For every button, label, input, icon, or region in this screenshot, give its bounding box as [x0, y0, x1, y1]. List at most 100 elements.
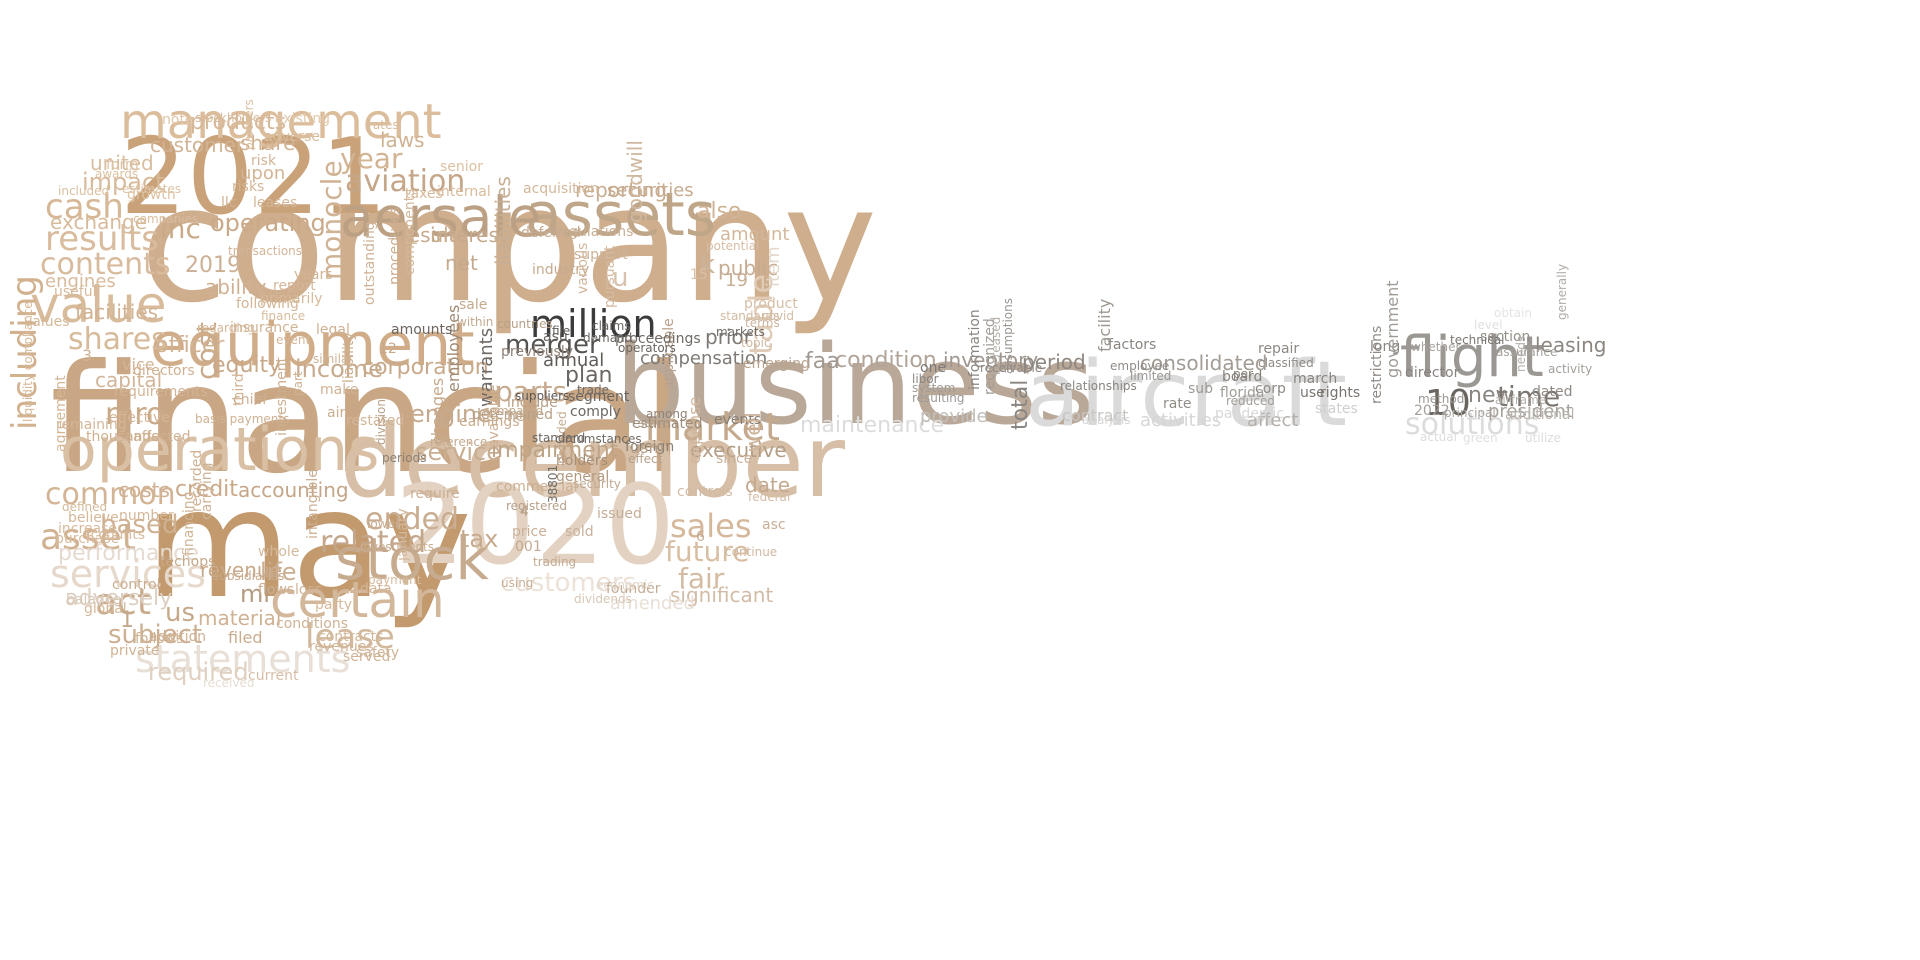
word-method: method	[1418, 392, 1465, 406]
word-operations: operations	[60, 415, 380, 485]
word-aviation: aviation	[345, 164, 466, 199]
word-additional: additional	[1505, 407, 1575, 423]
word-time: time	[1497, 380, 1561, 413]
word-registered: registered	[506, 499, 568, 513]
word-air: air	[327, 405, 346, 421]
word-contracts: contracts	[318, 629, 384, 645]
word-generally: generally	[1555, 263, 1569, 320]
word-corporation: corporation	[362, 355, 489, 380]
word-market: market	[645, 405, 780, 449]
word-factors: factors	[1108, 337, 1157, 353]
word-awards: awards	[95, 167, 139, 181]
word-previously: previously	[501, 344, 574, 360]
word-lower: lower	[367, 517, 400, 531]
word-date: date	[745, 473, 791, 497]
word-finance: finance	[261, 309, 306, 323]
word-controls: controls	[677, 484, 733, 500]
word-existing: existing	[275, 111, 330, 127]
word-subsidiaries: subsidiaries	[213, 569, 285, 583]
word-basis-payments: basis payments	[195, 412, 290, 426]
word-relationships: relationships	[1060, 379, 1137, 393]
word-interest: interest	[430, 223, 507, 247]
word-make: make	[320, 382, 359, 398]
word-years: years	[294, 267, 333, 283]
word-balance: balance	[66, 592, 122, 608]
word-assets: assets	[525, 180, 716, 250]
word-impact: impact	[82, 168, 165, 196]
word-2020: 2020	[395, 461, 675, 589]
word-markets: markets	[716, 325, 765, 339]
word-techops: techops	[160, 554, 216, 570]
word-common: common	[45, 477, 176, 512]
word-current: current	[248, 668, 299, 684]
word-technical: technical	[1450, 333, 1505, 347]
word-well: well	[741, 412, 765, 452]
word-executive: executive	[690, 438, 787, 462]
word-information: information	[967, 309, 983, 390]
word-vice: vice	[122, 355, 155, 374]
word-employee: employee	[1110, 359, 1170, 373]
word-trading: trading	[533, 555, 577, 569]
word-board: board	[1222, 369, 1263, 385]
word-rights: rights	[1320, 385, 1361, 401]
word-countries: countries	[497, 317, 553, 331]
word-third: third	[231, 373, 247, 406]
word-subject: subject	[108, 620, 203, 650]
word-amount: amount	[720, 224, 790, 245]
word-asc: asc	[762, 517, 786, 533]
word-receivable: receivable	[980, 361, 1043, 375]
word-customers: customers	[500, 568, 636, 598]
word-received: received	[203, 676, 255, 690]
word-estimates: estimates	[122, 182, 182, 196]
word-service: service	[415, 438, 501, 466]
word-2021: 2021	[120, 116, 388, 238]
word-laws: laws	[380, 128, 425, 152]
word-future: future	[665, 535, 750, 568]
word-affect: affect	[1247, 410, 1299, 431]
word-part: part	[291, 371, 305, 396]
word-united: united	[90, 151, 154, 175]
word-tax: tax	[460, 525, 499, 553]
word-llc: llc	[221, 195, 237, 211]
word-contract: contract	[1062, 406, 1129, 425]
word-amounts: amounts	[391, 322, 453, 338]
word-directors: directors	[133, 363, 195, 379]
word-periods: periods	[382, 451, 427, 465]
word-compared: compared	[483, 404, 544, 418]
word-data: data	[360, 581, 392, 597]
word-general: general	[556, 469, 610, 485]
word-accounting: accounting	[238, 478, 349, 502]
word-equity: equity	[212, 353, 282, 378]
word-fair: fair	[678, 562, 725, 595]
word-upon: upon	[240, 163, 286, 184]
word-officer: officer	[155, 333, 225, 358]
word-capital: capital	[95, 368, 163, 392]
word-new: new	[1468, 383, 1514, 408]
word-effect: effect	[628, 452, 663, 466]
word-conditions: conditions	[276, 616, 349, 632]
word-engines: engines	[45, 271, 116, 292]
word-maintenance: maintenance	[800, 413, 945, 438]
word-potential: potential	[706, 239, 760, 253]
word-utilize: utilize	[1525, 431, 1561, 445]
word-circumstances: circumstances	[555, 432, 642, 446]
word-restated: restated	[346, 413, 405, 429]
word-effective: effective	[109, 410, 170, 426]
word-required: required	[148, 658, 249, 686]
word-aersale: aersale	[340, 185, 542, 249]
word-system: system	[912, 381, 956, 395]
word-director: director	[1405, 365, 1460, 381]
word-usm: usm	[630, 438, 665, 457]
word-file: file	[552, 324, 571, 338]
word-life: life	[260, 558, 297, 586]
word-19: 19	[725, 270, 748, 291]
word-determined: determined	[472, 407, 554, 423]
word-solutions: solutions	[1405, 407, 1540, 442]
word-similar: similar	[313, 352, 354, 366]
word-insurance: insurance	[230, 320, 299, 336]
word-1: 1	[120, 608, 134, 633]
word-performance: performance	[58, 541, 199, 566]
word-increase: increase	[58, 521, 118, 537]
word-ability: ability	[205, 275, 267, 299]
word-covid: covid	[762, 309, 794, 323]
